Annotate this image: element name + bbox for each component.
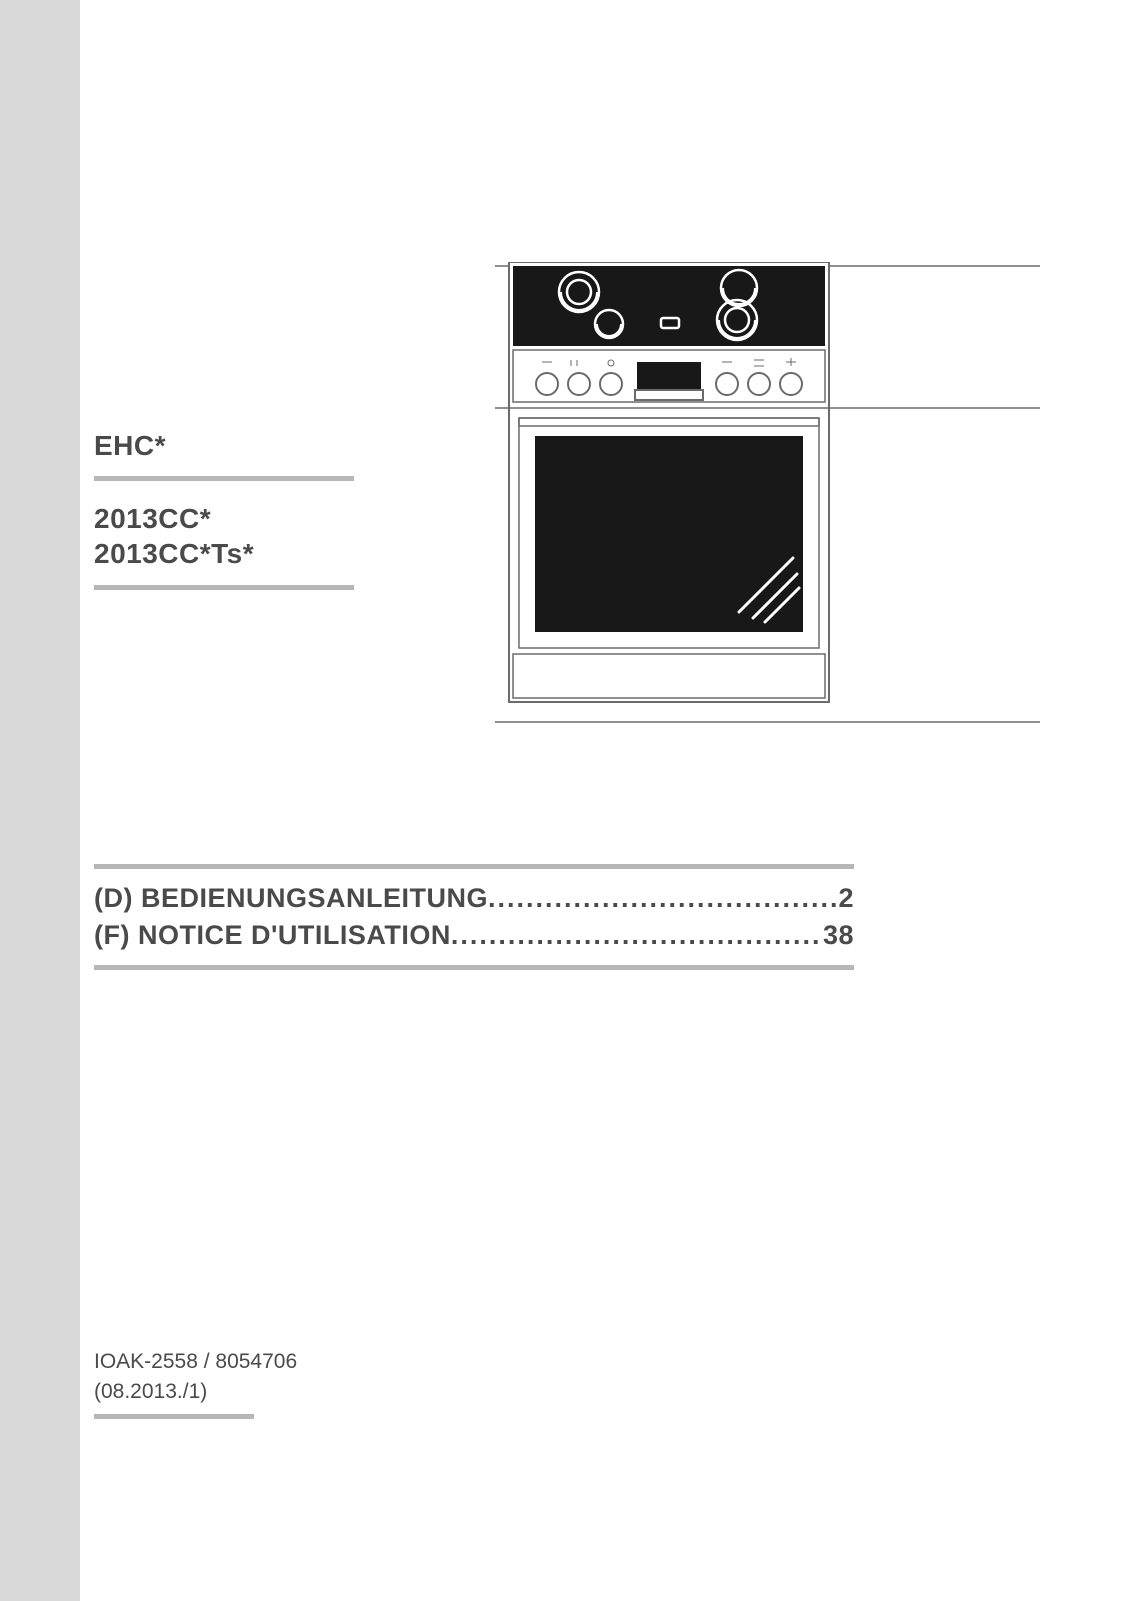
toc-page-fr: 38 xyxy=(823,920,854,951)
left-grey-stripe xyxy=(0,0,80,1601)
model-line-1: EHC* xyxy=(94,430,374,462)
doc-code: IOAK-2558 / 8054706 xyxy=(94,1350,297,1374)
toc-row: (D) BEDIENUNGSANLEITUNG ................… xyxy=(94,883,854,914)
rule xyxy=(94,585,354,590)
toc-row: (F) NOTICE D'UTILISATION ...............… xyxy=(94,920,854,951)
toc-page-de: 2 xyxy=(838,883,854,914)
model-2a: 2013CC* xyxy=(94,503,211,534)
rule xyxy=(94,1414,254,1419)
model-title-block: EHC* 2013CC* 2013CC*Ts* xyxy=(94,430,374,610)
rule xyxy=(94,864,854,869)
toc-dots: ....................................... xyxy=(451,920,823,951)
model-line-2: 2013CC* 2013CC*Ts* xyxy=(94,501,374,571)
model-2b: 2013CC*Ts* xyxy=(94,538,254,569)
rule xyxy=(94,476,354,481)
footer: IOAK-2558 / 8054706 (08.2013./1) xyxy=(94,1350,297,1419)
toc-dots: ..................................... xyxy=(488,883,838,914)
table-of-contents: (D) BEDIENUNGSANLEITUNG ................… xyxy=(94,850,854,984)
doc-date: (08.2013./1) xyxy=(94,1380,297,1404)
toc-label-de: (D) BEDIENUNGSANLEITUNG xyxy=(94,883,488,914)
oven-illustration xyxy=(495,262,835,732)
rule xyxy=(94,965,854,970)
toc-label-fr: (F) NOTICE D'UTILISATION xyxy=(94,920,451,951)
